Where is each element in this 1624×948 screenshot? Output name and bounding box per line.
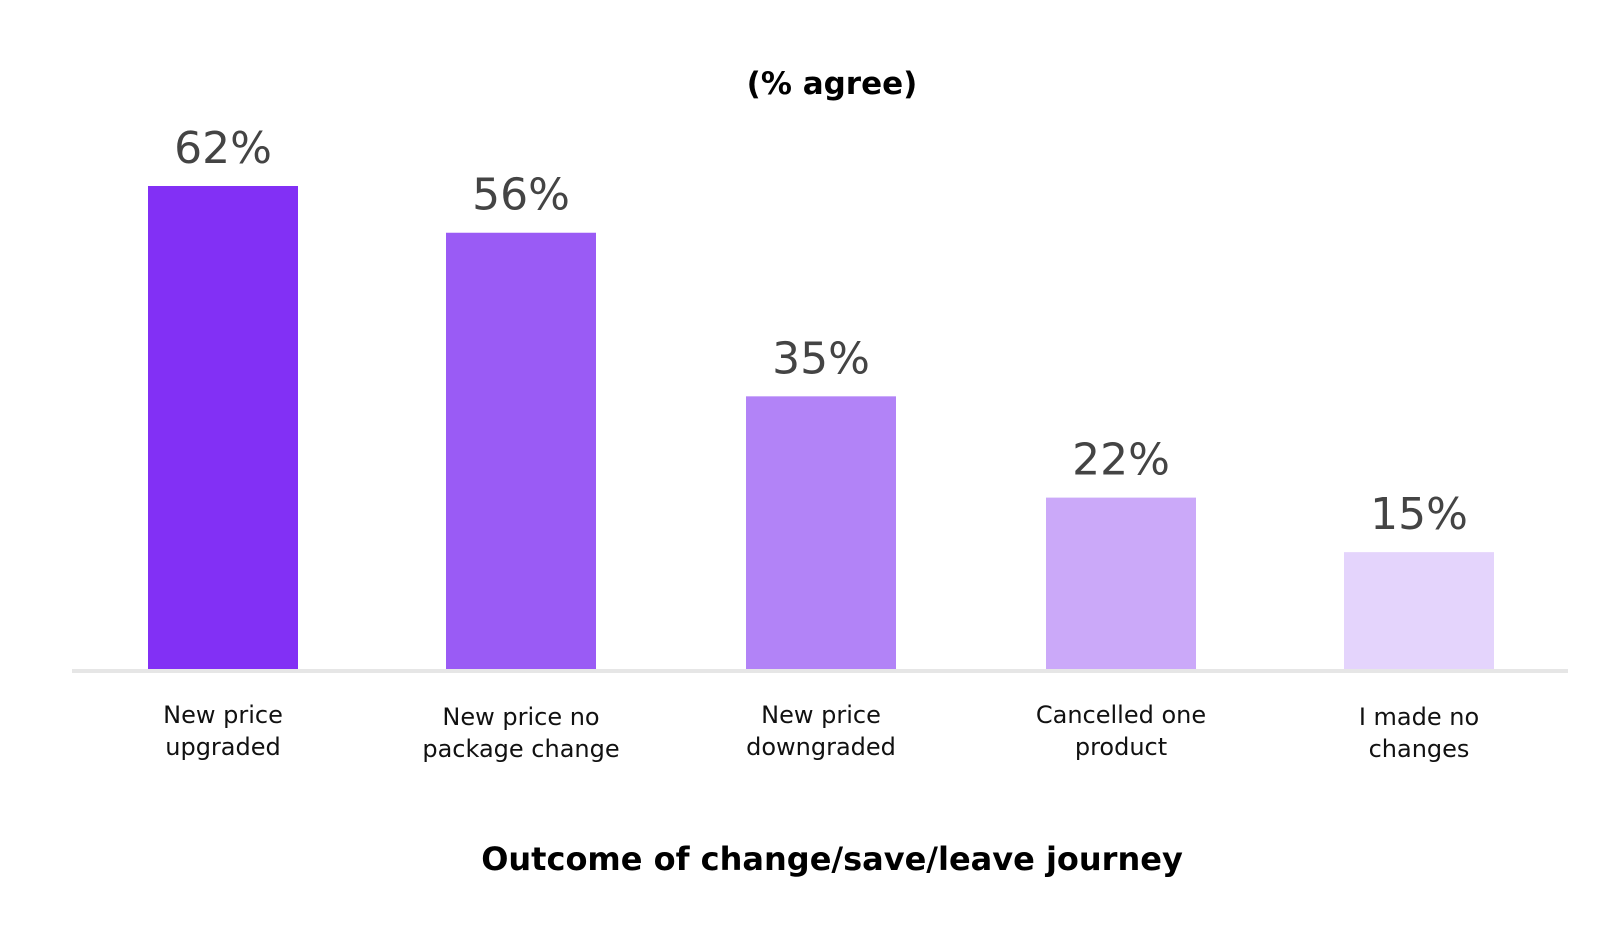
category-label-2-line-1: New price no	[442, 703, 599, 731]
x-axis-label: Outcome of change/save/leave journey	[481, 840, 1183, 878]
category-label-1-line-2: upgraded	[165, 733, 281, 761]
bar-value-label-2: 56%	[472, 170, 570, 221]
bar-1	[148, 186, 298, 669]
category-label-1-line-1: New price	[163, 701, 283, 729]
category-label-3-line-2: downgraded	[746, 733, 896, 761]
category-label-5-line-2: changes	[1369, 735, 1470, 763]
bar-value-label-3: 35%	[772, 333, 870, 384]
category-label-4-line-1: Cancelled one	[1036, 701, 1206, 729]
bar-5	[1344, 552, 1494, 669]
bar-2	[446, 232, 596, 669]
chart-subtitle: (% agree)	[747, 66, 918, 102]
category-label-4-line-2: product	[1075, 733, 1167, 761]
bar-value-label-5: 15%	[1370, 489, 1468, 540]
bar-value-label-4: 22%	[1072, 435, 1170, 486]
bars-group	[148, 186, 1494, 669]
category-label-3-line-1: New price	[761, 701, 881, 729]
category-labels-group: New price upgraded New price no package cha…	[163, 701, 1479, 763]
value-labels-group: 62% 56% 35% 22% 15%	[174, 123, 1468, 540]
bar-4	[1046, 497, 1196, 669]
category-label-5-line-1: I made no	[1359, 703, 1479, 731]
bar-value-label-1: 62%	[174, 123, 272, 174]
bar-3	[746, 396, 896, 669]
category-label-2-line-2: package change	[422, 735, 619, 763]
